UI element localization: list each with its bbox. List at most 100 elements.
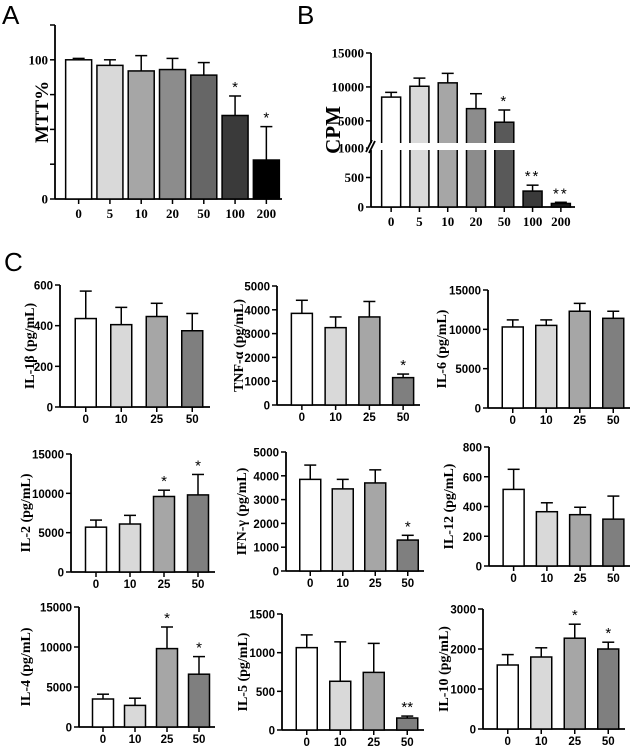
bar-10 (123, 704, 147, 728)
axis-break-mark (368, 140, 376, 154)
significance-marker: * (405, 518, 411, 535)
panel-label-a: A (2, 0, 20, 30)
y-tick-label: 0 (273, 567, 279, 579)
bar-5 (96, 64, 124, 200)
significance-marker: * (572, 607, 578, 624)
chart-il-10: 0 1000 2000 3000 IL-10 (pg/mL) 0 10 25 * 50 * (437, 605, 625, 748)
chart-a: 0 100 MTT% 0 5 10 20 50 100 * 200 * (29, 24, 282, 221)
bar-20 (158, 68, 187, 200)
y-tick-label: 400 (463, 502, 482, 514)
bar-25 (568, 310, 591, 409)
chart-il-12: 0 200 400 600 800 IL-12 (pg/mL) 0 10 25 50 (442, 443, 630, 585)
x-tick-label: 50 (186, 414, 199, 426)
significance-marker: ** (525, 168, 541, 185)
significance-marker: * (500, 93, 508, 110)
x-tick-label: 10 (540, 573, 553, 585)
bar-200 (550, 202, 572, 208)
axis-break-mark (365, 139, 373, 153)
y-tick-label: 0 (66, 723, 72, 735)
x-tick-label: 50 (498, 214, 511, 229)
chart-tnf-a: 0 1000 2000 3000 4000 5000 TNF-α (pg/mL) 0 10 25 5… (232, 282, 420, 424)
y-tick-label: 800 (463, 443, 482, 455)
bar-50 (181, 330, 204, 408)
y-tick-label: 0 (358, 200, 365, 215)
bar-0 (501, 326, 524, 409)
bar-20 (465, 107, 487, 208)
y-axis-label: IL-5 (pg/mL) (236, 632, 251, 711)
x-tick-label: 10 (115, 414, 128, 426)
bar-0 (496, 664, 519, 730)
y-tick-label: 600 (34, 281, 53, 293)
x-tick-label: 0 (510, 573, 516, 585)
bar-0 (380, 96, 402, 208)
y-tick-label: 2000 (244, 353, 270, 365)
y-tick-label: 5000 (244, 282, 270, 294)
x-tick-label: 200 (257, 206, 277, 221)
x-tick-label: 0 (307, 578, 313, 590)
y-tick-label: 4000 (253, 471, 279, 483)
y-tick-label: 0 (264, 401, 270, 413)
x-tick-label: 5 (107, 206, 114, 221)
y-tick-label: 200 (463, 532, 482, 544)
x-tick-label: 0 (93, 579, 99, 591)
bar-10 (329, 680, 352, 731)
y-tick-label: 3000 (450, 605, 476, 617)
y-tick-label: 3000 (253, 495, 279, 507)
bar-0 (74, 317, 97, 408)
bar-10 (331, 488, 354, 572)
y-tick-label: 1000 (338, 141, 364, 156)
x-tick-label: 25 (367, 737, 380, 749)
y-tick-label: 500 (345, 170, 365, 185)
bar-25 (145, 315, 168, 408)
x-tick-label: 50 (197, 206, 210, 221)
y-axis-label: TNF-α (pg/mL) (232, 299, 247, 392)
y-tick-label: 2000 (450, 645, 476, 657)
bar-0 (64, 59, 93, 200)
y-tick-label: 0 (47, 403, 53, 415)
significance-marker: * (400, 357, 406, 374)
x-tick-label: 100 (523, 214, 543, 229)
x-tick-label: 25 (369, 578, 382, 590)
bar-0 (91, 698, 115, 728)
chart-il-5: 0 500 1000 1500 IL-5 (pg/mL) 0 10 25 50 ** (236, 610, 424, 749)
significance-marker: ** (553, 185, 569, 202)
bar-50 (190, 74, 218, 200)
x-tick-label: 25 (573, 415, 586, 427)
y-tick-label: 4000 (244, 305, 270, 317)
y-tick-label: 1000 (249, 648, 275, 660)
chart-il-1b: 0 200 400 600 IL-1β (pg/mL) 0 10 25 50 (23, 281, 210, 426)
y-tick-label: 1000 (253, 543, 279, 555)
y-axis-label: IL-12 (pg/mL) (442, 463, 457, 549)
x-tick-label: 0 (304, 737, 310, 749)
x-tick-label: 50 (602, 736, 615, 748)
x-tick-label: 50 (607, 415, 620, 427)
y-axis-label: IL-6 (pg/mL) (435, 309, 450, 388)
x-tick-label: 0 (510, 415, 516, 427)
x-tick-label: 50 (607, 573, 620, 585)
significance-marker: * (232, 79, 238, 96)
y-tick-label: 0 (475, 404, 481, 416)
x-tick-label: 100 (225, 206, 245, 221)
bar-10 (535, 324, 558, 409)
y-tick-label: 0 (470, 725, 476, 737)
bar-50 (186, 494, 210, 573)
y-tick-label: 600 (463, 472, 482, 484)
y-axis-label: IFN-γ (pg/mL) (235, 467, 250, 555)
x-tick-label: 10 (124, 579, 137, 591)
x-tick-label: 25 (568, 736, 581, 748)
y-axis-label: IL-4 (pg/mL) (19, 627, 34, 706)
y-tick-label: 5000 (338, 113, 364, 128)
bar-50 (396, 539, 419, 572)
y-tick-label: 10000 (32, 489, 64, 501)
panel-label-b: B (297, 0, 314, 30)
bar-100 (221, 114, 249, 200)
panel-label-c: C (4, 247, 23, 277)
x-tick-label: 10 (535, 736, 548, 748)
significance-marker: ** (401, 699, 413, 716)
axis-break-band (367, 143, 577, 150)
y-tick-label: 5000 (46, 683, 72, 695)
bar-0 (502, 488, 525, 567)
bar-10 (530, 656, 553, 730)
x-tick-label: 0 (100, 734, 106, 746)
y-tick-label: 15000 (40, 603, 72, 615)
